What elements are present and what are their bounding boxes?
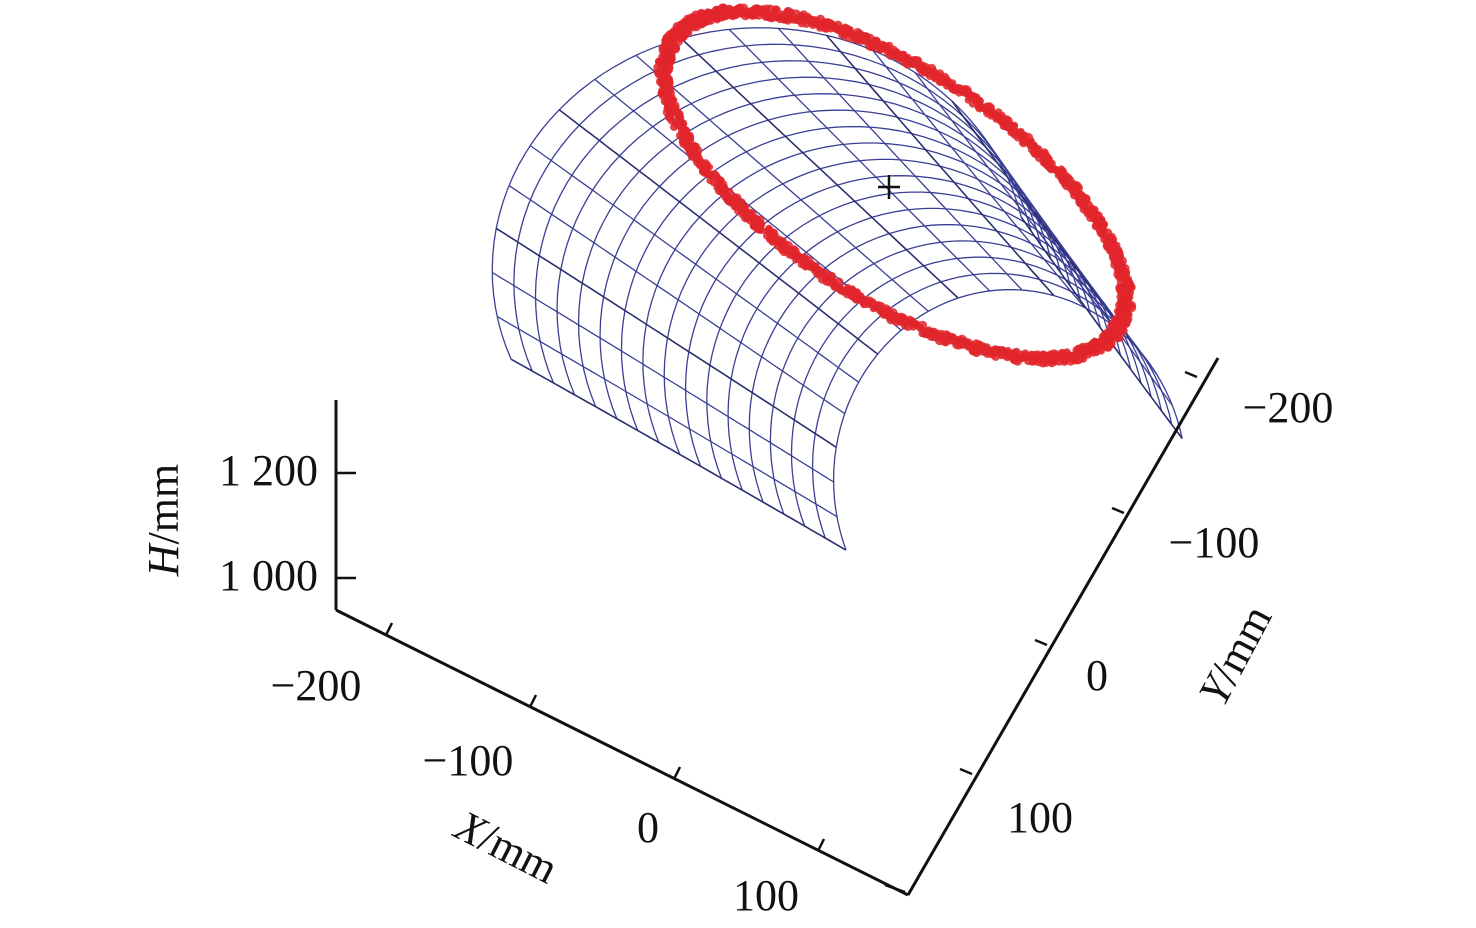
- x-tick-label: 0: [637, 803, 659, 852]
- y-tick-mark: [959, 767, 973, 776]
- mesh-line-circumferential: [577, 93, 1062, 407]
- y-tick-mark: [1034, 638, 1048, 647]
- mesh-line-axial: [872, 49, 1085, 308]
- y-axis-line: [906, 357, 1220, 896]
- mesh-line-axial: [914, 72, 1113, 326]
- x-tick-label: −100: [423, 736, 514, 785]
- mesh-line-axial: [635, 54, 929, 312]
- x-tick-label: −200: [271, 661, 362, 710]
- mesh-line-axial: [728, 28, 991, 292]
- y-tick-mark: [1111, 506, 1125, 515]
- mesh-line-axial: [495, 227, 837, 448]
- mesh-line-axial: [510, 358, 847, 551]
- h-axis-label: H/mm: [139, 464, 188, 577]
- mesh-line-axial: [508, 185, 846, 415]
- x-tick-label: 100: [733, 871, 799, 920]
- axes: [334, 357, 1220, 897]
- ring-point: [1116, 327, 1125, 335]
- mesh-line-axial: [1020, 216, 1183, 439]
- mesh-line-axial: [825, 34, 1055, 297]
- h-tick-label: 1 000: [219, 551, 318, 600]
- x-tick-mark: [528, 694, 538, 708]
- ring-point-cloud: [653, 3, 1137, 368]
- ring-point: [1107, 320, 1118, 330]
- ring-point: [773, 6, 781, 14]
- mesh-line-axial: [529, 145, 859, 383]
- x-tick-mark: [384, 622, 394, 636]
- y-axis-label: Y/mm: [1189, 597, 1282, 713]
- mesh-line-circumferential: [534, 60, 1042, 384]
- y-tick-label: −200: [1243, 383, 1334, 432]
- x-axis-line: [335, 608, 909, 897]
- mesh-line-axial: [982, 135, 1158, 375]
- h-tick-label: 1 200: [219, 446, 318, 495]
- mesh-line-axial: [558, 109, 879, 355]
- y-tick-label: 100: [1007, 793, 1073, 842]
- x-tick-mark: [816, 838, 826, 852]
- ring-point: [765, 224, 773, 233]
- mesh-line-axial: [496, 316, 838, 518]
- center-marker: [878, 175, 900, 199]
- ring-point: [1115, 272, 1125, 282]
- mesh-line-axial: [777, 27, 1023, 291]
- mesh-line-axial: [951, 100, 1138, 348]
- mesh-line-circumferential: [642, 142, 1092, 443]
- y-tick-mark: [1184, 370, 1198, 379]
- x-tick-mark: [672, 766, 682, 780]
- mesh-line-axial: [1005, 174, 1173, 406]
- mesh-line-axial: [680, 37, 959, 299]
- x-axis-label: X/mm: [446, 800, 566, 893]
- y-tick-label: 0: [1086, 651, 1108, 700]
- ring-point: [1066, 357, 1075, 366]
- mesh-line-axial: [491, 271, 834, 483]
- y-tick-label: −100: [1169, 518, 1260, 567]
